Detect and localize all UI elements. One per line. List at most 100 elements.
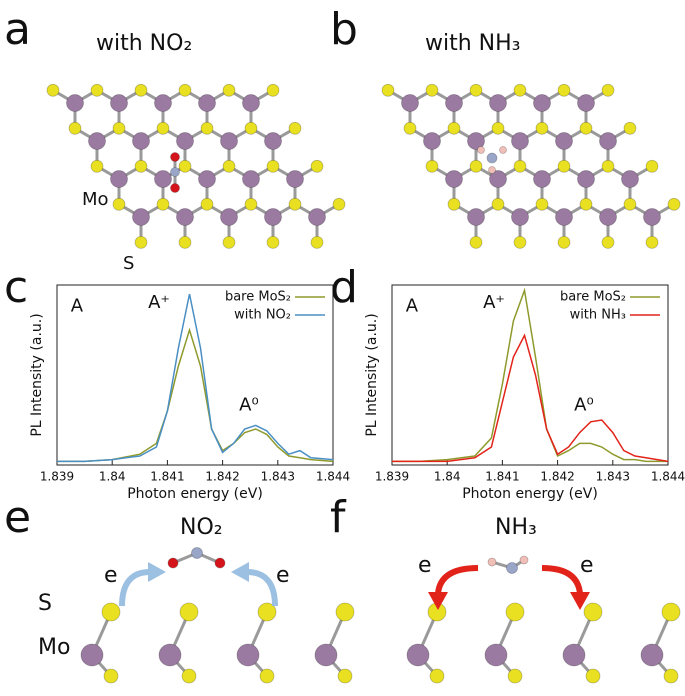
x-tick-label: 1.844 — [316, 470, 350, 484]
legend-label: bare MoS₂ — [560, 290, 626, 305]
atom — [423, 132, 441, 150]
atom — [266, 83, 280, 97]
annotation: A⁰ — [574, 395, 594, 416]
arrow-head — [231, 562, 249, 582]
atom — [579, 197, 593, 211]
atom — [623, 121, 637, 135]
panel-label: b — [330, 4, 358, 55]
atom — [266, 235, 280, 249]
atom — [467, 132, 485, 150]
y-axis-label: PL Intensity (a.u.) — [29, 313, 45, 436]
arrow-head — [428, 592, 448, 610]
atom — [583, 602, 603, 622]
atom — [132, 132, 150, 150]
x-tick-label: 1.842 — [540, 470, 574, 484]
atom — [425, 83, 439, 97]
atom — [506, 562, 518, 574]
atom — [167, 557, 179, 569]
atom — [487, 557, 497, 567]
atom — [222, 235, 236, 249]
atom — [244, 197, 258, 211]
x-tick-label: 1.843 — [596, 470, 630, 484]
atom-label: Mo — [38, 635, 70, 660]
electron-label: e — [104, 563, 118, 588]
atom — [403, 121, 417, 135]
atom — [220, 132, 238, 150]
x-tick-label: 1.841 — [485, 470, 519, 484]
atom — [220, 208, 238, 226]
atom — [332, 197, 346, 211]
atom — [513, 83, 527, 97]
atom — [511, 208, 529, 226]
x-axis-label: Photon energy (eV) — [462, 486, 598, 502]
panel-label: a — [4, 4, 31, 55]
atom — [513, 235, 527, 249]
atom — [557, 235, 571, 249]
x-tick-label: 1.84 — [434, 470, 461, 484]
atom — [577, 94, 595, 112]
atom — [557, 159, 571, 173]
atom — [170, 183, 180, 193]
atom — [90, 83, 104, 97]
panel-label: c — [4, 262, 28, 313]
atom — [134, 83, 148, 97]
atom — [663, 668, 679, 684]
atom — [200, 121, 214, 135]
atom — [46, 83, 60, 97]
atom — [242, 94, 260, 112]
atom — [640, 643, 664, 667]
molecule-label: NO₂ — [180, 515, 223, 540]
atom — [264, 132, 282, 150]
atom — [288, 197, 302, 211]
atom — [132, 208, 150, 226]
atom — [103, 668, 119, 684]
atom-label: S — [123, 253, 134, 274]
line-series — [392, 287, 668, 463]
atom — [477, 146, 485, 154]
atom — [469, 159, 483, 173]
atom — [266, 159, 280, 173]
annotation: A⁺ — [483, 292, 505, 313]
atom — [406, 643, 430, 667]
atom — [176, 208, 194, 226]
plot-frame — [391, 284, 669, 466]
atom — [314, 643, 338, 667]
x-tick-label: 1.843 — [261, 470, 295, 484]
annotation: A — [71, 296, 84, 317]
arrow — [246, 569, 278, 607]
x-tick-label: 1.842 — [205, 470, 239, 484]
atom — [425, 159, 439, 173]
atom — [555, 208, 573, 226]
atom — [134, 235, 148, 249]
atom — [112, 121, 126, 135]
atom — [198, 170, 216, 188]
panel-label: f — [330, 492, 347, 543]
atom — [533, 94, 551, 112]
atom — [381, 83, 395, 97]
panel-label: d — [330, 262, 358, 313]
atom — [519, 555, 529, 565]
molecule-label: NH₃ — [495, 515, 537, 540]
x-tick-label: 1.84 — [99, 470, 126, 484]
x-tick-label: 1.841 — [150, 470, 184, 484]
atom — [447, 197, 461, 211]
plot-frame — [56, 284, 334, 466]
atom — [401, 94, 419, 112]
atom — [154, 170, 172, 188]
atom — [601, 235, 615, 249]
x-tick-label: 1.839 — [375, 470, 409, 484]
electron-label: e — [276, 563, 290, 588]
atom — [555, 132, 573, 150]
atom — [486, 152, 498, 164]
atom — [191, 547, 203, 559]
panel-title: with NO₂ — [96, 31, 192, 56]
atom — [579, 121, 593, 135]
atom — [585, 668, 601, 684]
atom — [134, 159, 148, 173]
atom — [222, 83, 236, 97]
atom — [577, 170, 595, 188]
atom — [200, 197, 214, 211]
atom — [335, 602, 355, 622]
arrow-head — [148, 562, 166, 582]
